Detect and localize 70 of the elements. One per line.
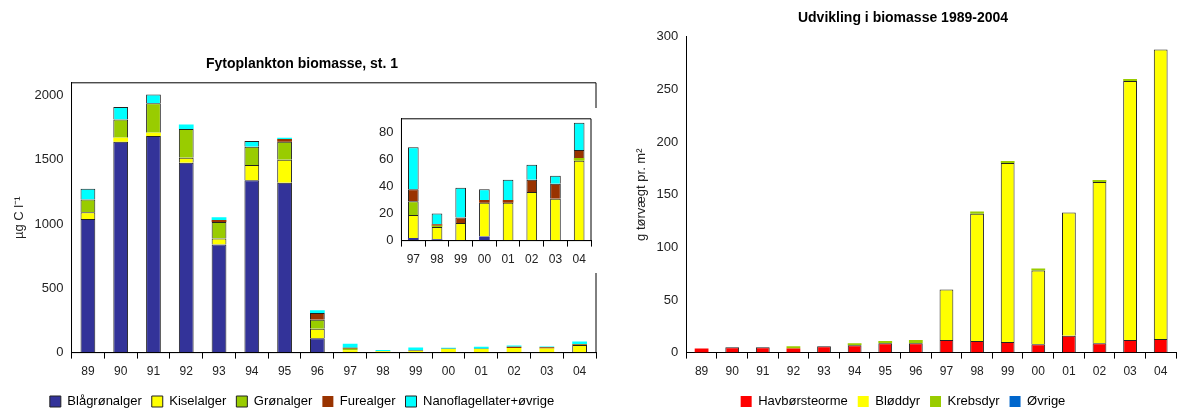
x-tick-label: 89 [81,364,95,379]
x-tick-label: 02 [1092,364,1107,379]
y-axis-title: g tørvægt pr. m² [633,147,649,241]
y-tick-label: 200 [656,133,679,149]
x-tick-label: 95 [277,364,292,379]
x-tick-label: 90 [725,364,740,379]
x-tick-label: 04 [572,252,587,267]
x-tick-label: 04 [572,364,587,379]
x-tick-label: 03 [1123,364,1138,379]
y-tick-label: 100 [656,238,679,254]
x-tick-label: 92 [786,364,801,379]
x-tick-label: 94 [847,364,862,379]
x-tick-label: 03 [540,364,554,379]
y-tick-label: 1500 [34,151,64,167]
x-tick-label: 91 [756,364,770,379]
x-tick-label: 97 [939,364,954,379]
x-tick-label: 01 [1062,364,1076,379]
x-tick-label: 99 [1000,364,1015,379]
x-tick-label: 90 [114,364,128,379]
x-tick-label: 93 [212,364,227,379]
y-tick-label: 1000 [34,215,64,231]
y-tick-label: 0 [386,232,394,248]
legend-label: Bløddyr [875,393,921,409]
x-tick-label: 04 [1154,364,1168,379]
chart-title: Udvikling i biomasse 1989-2004 [797,9,1009,26]
x-tick-label: 97 [343,364,358,379]
x-tick-label: 03 [548,252,563,267]
x-tick-label: 95 [878,364,893,379]
x-tick-label: 98 [376,364,390,379]
x-tick-label: 00 [441,364,456,379]
legend-label: Øvrige [1027,393,1066,409]
chart-title: Fytoplankton biomasse, st. 1 [205,55,399,72]
y-axis-title: µg C l⁻¹ [11,195,27,239]
x-tick-label: 92 [179,364,194,379]
y-tick-label: 0 [56,344,64,360]
x-tick-label: 99 [409,364,423,379]
y-tick-label: 250 [656,81,679,97]
y-tick-label: 300 [656,28,679,44]
legend-label: Havbørsteorme [758,393,848,409]
x-tick-label: 94 [245,364,259,379]
x-tick-label: 98 [970,364,985,379]
x-tick-label: 97 [406,252,421,267]
y-tick-label: 50 [663,291,679,307]
x-tick-label: 01 [474,364,489,379]
y-tick-label: 80 [378,123,394,139]
y-tick-label: 150 [656,186,679,202]
x-tick-label: 93 [817,364,832,379]
x-tick-label: 89 [694,364,709,379]
y-tick-label: 60 [378,150,394,166]
legend-label: Nanoflagellater+øvrige [423,393,555,409]
y-tick-label: 40 [378,178,394,194]
x-tick-label: 99 [454,252,468,267]
legend-label: Blågrønalger [67,393,143,409]
x-tick-label: 01 [501,252,516,267]
legend-label: Furealger [339,393,397,409]
legend-label: Kiselalger [169,393,228,409]
x-tick-label: 96 [310,364,325,379]
y-tick-label: 20 [378,205,394,221]
y-tick-label: 500 [41,279,64,295]
y-tick-label: 2000 [34,87,64,103]
x-tick-label: 96 [909,364,923,379]
x-tick-label: 98 [430,252,444,267]
x-tick-label: 91 [146,364,161,379]
legend-label: Grønalger [253,393,314,409]
legend-label: Krebsdyr [947,393,1001,409]
x-tick-label: 00 [477,252,492,267]
x-tick-label: 02 [507,364,522,379]
x-tick-label: 00 [1031,364,1046,379]
x-tick-label: 02 [525,252,539,267]
y-tick-label: 0 [671,344,679,360]
